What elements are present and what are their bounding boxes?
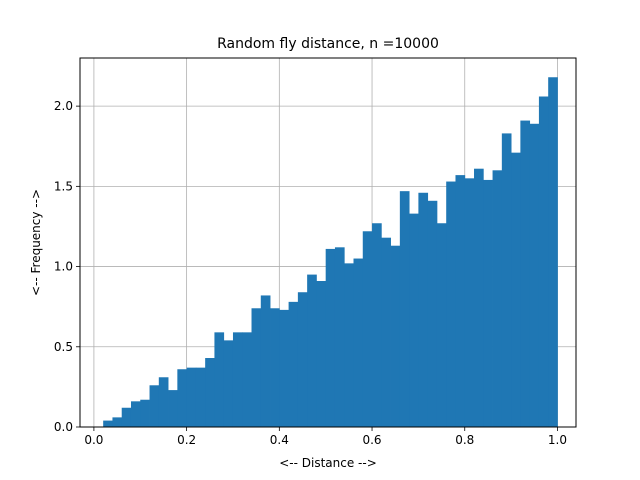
histogram-bar [316,281,327,427]
x-tick-label: 0.0 [84,433,103,447]
histogram-bar [307,274,317,427]
histogram-bar [186,367,197,427]
histogram-bar [399,191,410,427]
histogram-bar [223,340,234,427]
histogram-bar [353,258,364,427]
histogram-bar [446,181,456,427]
histogram-bar [112,417,123,427]
x-tick-label: 0.2 [177,433,196,447]
histogram-bar [177,369,188,427]
histogram-bar [251,308,262,427]
histogram-bar [520,120,531,427]
histogram-bar [372,223,382,427]
histogram-bar [334,247,345,427]
histogram-bar [511,152,521,427]
y-tick-label: 1.5 [54,179,73,193]
histogram-bar [390,245,401,427]
histogram-bar [548,77,558,428]
y-axis-label: <-- Frequency --> [29,189,43,296]
histogram-bar [436,223,447,427]
histogram-bar [538,96,549,428]
histogram-bar [232,332,243,427]
histogram-bar [121,407,132,427]
histogram-bar [483,179,493,427]
histogram-bar [158,377,169,427]
histogram-bar [362,231,373,427]
x-tick-label: 0.4 [270,433,289,447]
histogram-bar [205,358,215,427]
ticks-layer: 0.0 0.2 0.4 0.6 0.8 1.0 0.0 0.5 1.0 1.5 2.0 [54,99,567,447]
histogram-bar [260,295,271,427]
plot-frame [79,57,577,428]
x-tick-label: 0.8 [455,433,474,447]
y-tick-label: 2.0 [54,99,73,113]
histogram-bar [288,301,299,427]
histogram-bar [409,213,419,427]
histogram-bar [279,309,289,427]
histogram-bar [529,123,540,427]
histogram-bar [381,237,391,427]
x-tick-label: 0.6 [362,433,381,447]
x-axis-label: <-- Distance --> [279,456,377,470]
histogram-bar [297,292,308,427]
histogram-bar [130,401,141,427]
histogram-bar [103,420,113,427]
histogram-bar [492,170,503,427]
histogram-bar [168,390,178,427]
histogram-bar [474,168,484,427]
histogram-bar [149,385,160,427]
histogram-bar [325,248,336,427]
histogram-bar [344,263,354,427]
x-tick-label: 1.0 [548,433,567,447]
histogram-bar [195,367,206,427]
histogram-bar [464,178,475,427]
bars-layer [103,77,558,428]
chart-title: Random fly distance, n =10000 [217,36,439,52]
y-tick-label: 0.0 [54,420,73,434]
histogram-bar [455,175,466,427]
histogram-bar [427,200,438,427]
histogram-bar [214,332,225,427]
histogram-bar [140,399,150,427]
histogram-bar [270,308,280,427]
y-tick-label: 1.0 [54,260,73,274]
histogram-bar [242,332,252,427]
histogram-bar [501,133,512,427]
histogram-bar [418,192,429,427]
y-tick-label: 0.5 [54,340,73,354]
